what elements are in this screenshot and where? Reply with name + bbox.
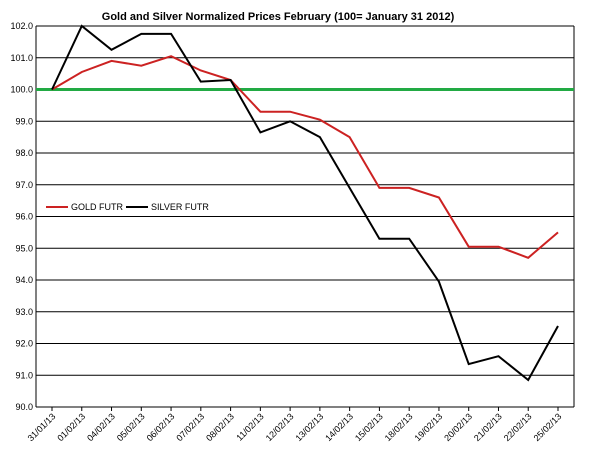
gold-series-line	[51, 55, 559, 259]
legend-label-silver: SILVER FUTR	[151, 202, 209, 212]
y-tick-label: 92.0	[15, 339, 33, 349]
y-tick-label: 97.0	[15, 180, 33, 190]
series-lines	[51, 24, 559, 382]
y-tick-label: 98.0	[15, 148, 33, 158]
y-tick-label: 95.0	[15, 243, 33, 253]
y-tick-label: 93.0	[15, 307, 33, 317]
y-tick-label: 90.0	[15, 402, 33, 412]
silver-series-line	[51, 24, 559, 382]
y-tick-label: 99.0	[15, 116, 33, 126]
y-tick-label: 91.0	[15, 370, 33, 380]
y-tick-label: 100.0	[10, 85, 33, 95]
legend-label-gold: GOLD FUTR	[71, 202, 124, 212]
y-tick-labels: 102.0 101.0 100.0 99.0 98.0 97.0 96.0 95.0 94.0 9…	[10, 21, 33, 412]
chart-title: Gold and Silver Normalized Prices Februa…	[102, 11, 455, 23]
legend: GOLD FUTR SILVER FUTR	[42, 198, 232, 216]
y-tick-label: 96.0	[15, 212, 33, 222]
y-tick-label: 101.0	[10, 53, 33, 63]
y-tick-label: 94.0	[15, 275, 33, 285]
y-tick-label: 102.0	[10, 21, 33, 31]
